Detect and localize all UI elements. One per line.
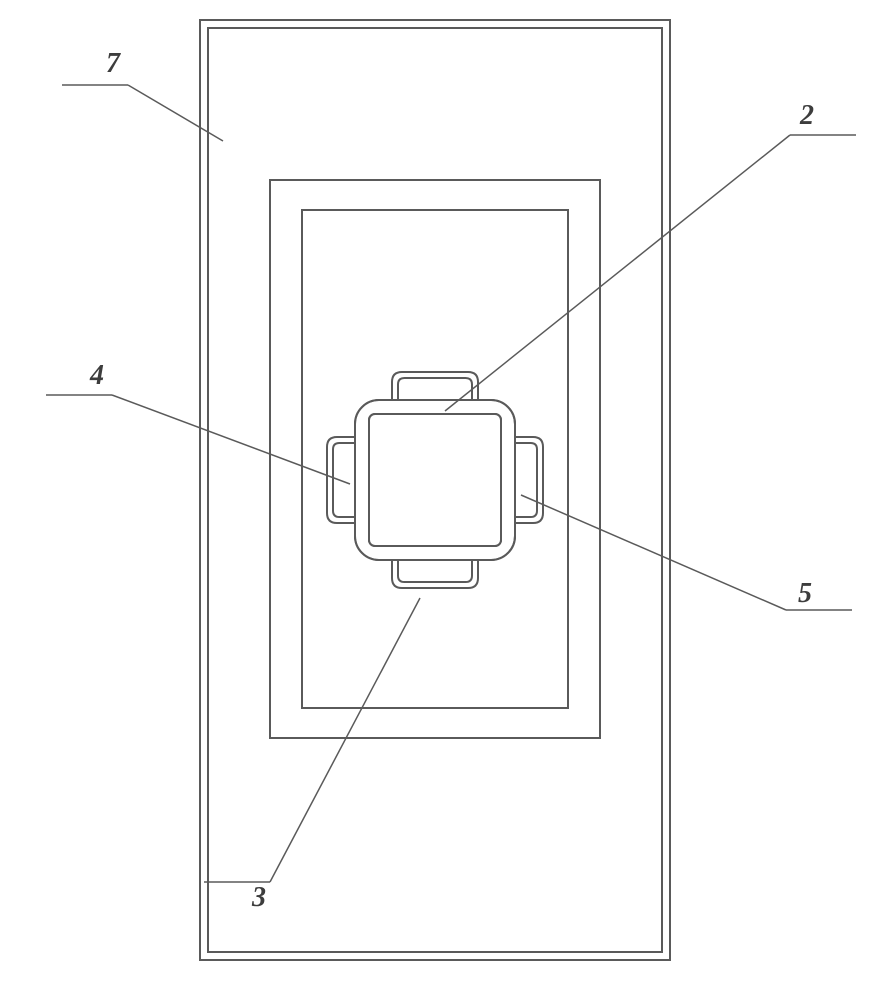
- tab-bottom-inner: [398, 560, 472, 582]
- tab-right-inner: [515, 443, 537, 517]
- center-core-inner-top: [369, 414, 501, 546]
- tab-top-inner: [398, 378, 472, 400]
- label-3: 3: [251, 882, 266, 913]
- tab-left-inner: [333, 443, 355, 517]
- label-4: 4: [89, 360, 104, 391]
- label-5: 5: [798, 578, 812, 609]
- label-7: 7: [106, 48, 121, 79]
- label-2: 2: [799, 100, 814, 131]
